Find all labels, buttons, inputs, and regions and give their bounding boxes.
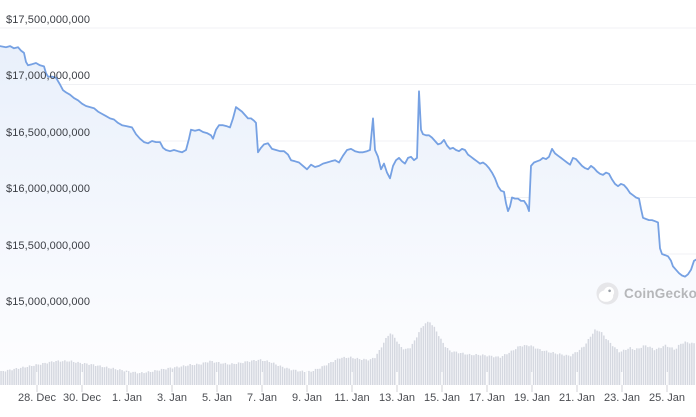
volume-bars xyxy=(0,321,695,385)
x-axis-label: 5. Jan xyxy=(202,392,232,404)
x-axis-label: 23. Jan xyxy=(603,392,641,404)
x-axis-label: 25. Jan xyxy=(648,392,686,404)
x-axis-label: 11. Jan xyxy=(334,392,370,404)
x-axis-label: 1. Jan xyxy=(112,392,142,404)
x-axis-label: 7. Jan xyxy=(247,392,277,404)
y-axis-label: $16,500,000,000 xyxy=(6,127,91,139)
x-axis-label: 21. Jan xyxy=(558,392,596,404)
y-axis-label: $15,500,000,000 xyxy=(6,240,91,252)
y-axis-label: $17,500,000,000 xyxy=(6,14,91,26)
x-axis-label: 28. Dec xyxy=(18,392,56,404)
market-cap-area xyxy=(0,46,696,385)
x-axis-label: 9. Jan xyxy=(292,392,322,404)
market-cap-line xyxy=(0,45,696,278)
x-axis-ticks xyxy=(36,372,668,392)
x-axis-label: 19. Jan xyxy=(513,392,551,404)
x-axis-label: 30. Dec xyxy=(63,392,101,404)
y-axis-label: $16,000,000,000 xyxy=(6,183,91,195)
y-axis-label: $17,000,000,000 xyxy=(6,70,91,82)
x-axis-label: 15. Jan xyxy=(423,392,461,404)
coingecko-logo-icon xyxy=(596,282,619,305)
x-axis-label: 17. Jan xyxy=(468,392,506,404)
coingecko-watermark-text: CoinGecko xyxy=(624,286,696,301)
x-axis-label: 13. Jan xyxy=(378,392,416,404)
coingecko-watermark: CoinGecko xyxy=(596,282,696,305)
y-axis-label: $15,000,000,000 xyxy=(6,296,91,308)
x-axis-label: 3. Jan xyxy=(157,392,187,404)
